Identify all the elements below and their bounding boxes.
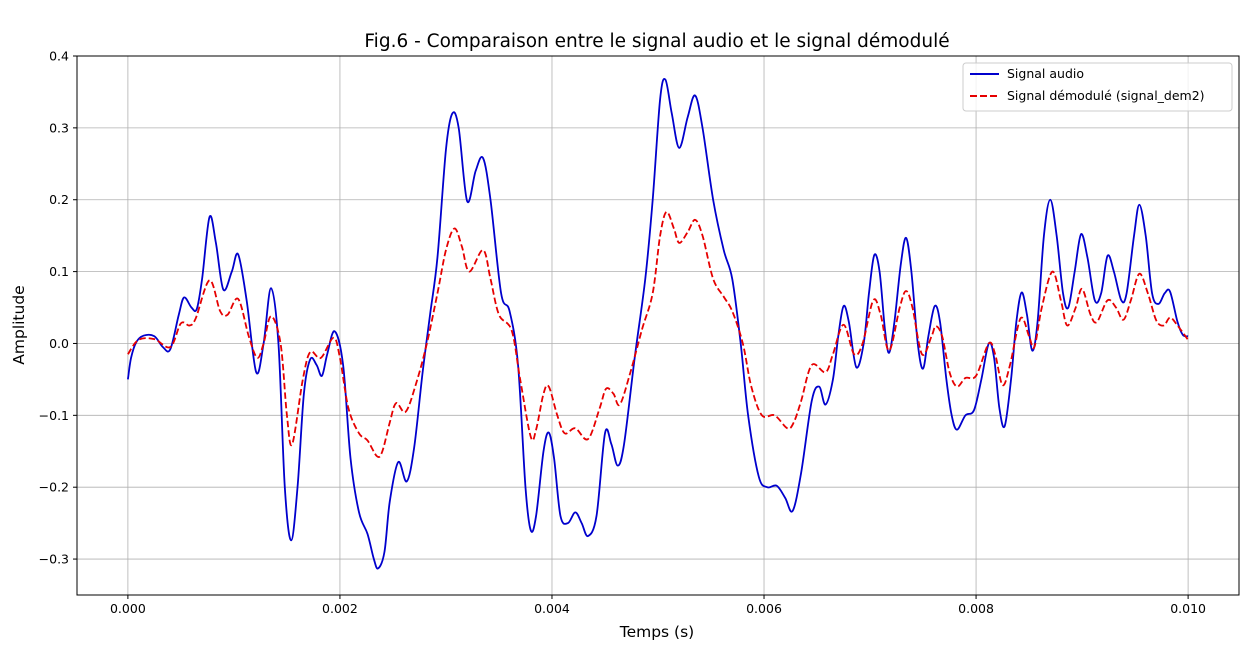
x-tick-label: 0.008	[958, 601, 994, 616]
legend-label-signal-audio: Signal audio	[1007, 66, 1084, 81]
y-tick-label: −0.1	[39, 408, 69, 423]
y-tick-label: 0.3	[49, 120, 69, 135]
y-tick-label: −0.3	[39, 552, 69, 567]
legend: Signal audio Signal démodulé (signal_dem…	[962, 62, 1233, 112]
y-axis-label: Amplitude	[10, 285, 28, 364]
x-axis-label: Temps (s)	[619, 623, 694, 641]
axis-ticks: 0.000 0.002 0.004 0.006 0.008 0.010 −0.3 −0.2 −0…	[39, 49, 1206, 617]
y-tick-label: 0.0	[49, 336, 69, 351]
y-tick-label: 0.1	[49, 264, 69, 279]
legend-label-signal-demodule: Signal démodulé (signal_dem2)	[1007, 88, 1205, 103]
x-tick-label: 0.006	[746, 601, 782, 616]
chart-title: Fig.6 - Comparaison entre le signal audi…	[364, 31, 949, 52]
series-lines	[126, 78, 1189, 570]
series-line-signal-demodule	[127, 211, 1189, 458]
x-tick-label: 0.004	[534, 601, 570, 616]
legend-box	[962, 62, 1233, 112]
x-tick-label: 0.010	[1170, 601, 1206, 616]
series-line-signal-audio	[126, 78, 1189, 570]
y-tick-label: 0.2	[49, 192, 69, 207]
plot-frame	[76, 55, 1240, 596]
y-tick-label: 0.4	[49, 49, 69, 64]
x-tick-label: 0.002	[322, 601, 358, 616]
y-tick-label: −0.2	[39, 480, 69, 495]
x-tick-label: 0.000	[110, 601, 146, 616]
